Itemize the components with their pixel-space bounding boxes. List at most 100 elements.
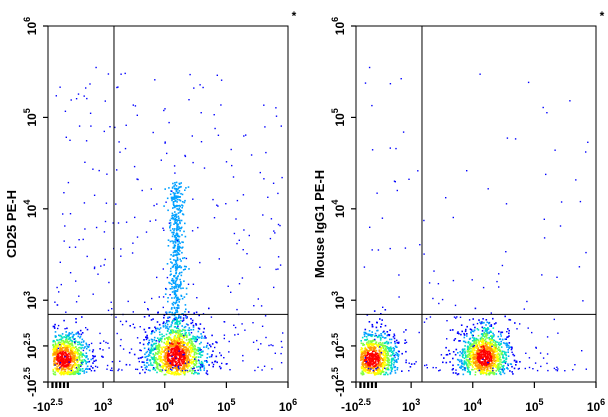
event-dot (177, 266, 180, 268)
event-dot (486, 368, 489, 371)
event-dot (179, 333, 181, 335)
event-dot (178, 217, 180, 219)
event-dot (360, 358, 363, 360)
event-dot (176, 290, 179, 292)
event-dot (380, 323, 383, 325)
event-dot (455, 372, 457, 374)
event-dot (166, 320, 168, 322)
event-dot (182, 241, 184, 244)
event-dot (181, 354, 184, 356)
event-dot (500, 346, 503, 348)
event-dot (70, 333, 72, 335)
event-dot (188, 338, 190, 341)
event-dot (158, 348, 160, 350)
event-dot (174, 183, 176, 186)
event-dot (373, 346, 376, 348)
event-dot (177, 304, 179, 307)
event-dot (466, 325, 468, 328)
event-dot (380, 344, 383, 346)
event-dot (375, 369, 378, 371)
event-dot (174, 366, 177, 369)
event-dot (360, 342, 363, 345)
event-dot (167, 316, 170, 319)
event-dot (172, 201, 175, 204)
event-dot (368, 343, 371, 346)
event-dot (178, 342, 181, 344)
event-dot (197, 330, 200, 333)
event-dot (175, 189, 178, 192)
event-dot (187, 353, 190, 356)
event-dot (163, 373, 166, 376)
event-dot (85, 362, 87, 365)
event-dot (463, 352, 466, 354)
event-dot (380, 363, 383, 366)
event-dot (159, 370, 162, 372)
event-dot (54, 362, 56, 364)
event-dot (64, 360, 67, 362)
event-dot (70, 99, 72, 101)
event-dot (361, 356, 363, 358)
event-dot (217, 205, 219, 207)
event-dot (58, 349, 60, 352)
event-dot (206, 373, 209, 376)
event-dot (68, 343, 71, 345)
event-dot (479, 371, 482, 374)
event-dot (203, 337, 205, 339)
event-dot (429, 316, 432, 318)
event-dot (177, 228, 179, 231)
event-dot (70, 348, 73, 350)
event-dot (157, 345, 159, 347)
event-dot (192, 368, 194, 370)
event-dot (177, 348, 180, 350)
event-dot (77, 360, 79, 362)
event-dot (181, 351, 183, 353)
event-dot (493, 339, 496, 342)
event-dot (183, 280, 185, 282)
event-dot (280, 125, 282, 127)
event-dot (76, 360, 78, 362)
event-dot (391, 363, 393, 365)
event-dot (176, 225, 179, 227)
event-dot (371, 325, 374, 328)
event-dot (364, 356, 367, 358)
event-dot (472, 368, 474, 371)
event-dot (117, 369, 119, 372)
event-dot (179, 317, 182, 319)
event-dot (95, 359, 97, 362)
event-dot (80, 352, 83, 354)
event-dot (560, 201, 563, 203)
event-dot (179, 353, 181, 356)
event-dot (397, 342, 400, 344)
event-dot (78, 373, 80, 375)
event-dot (160, 346, 162, 349)
event-dot (69, 139, 71, 141)
event-dot (494, 341, 496, 344)
event-dot (382, 336, 384, 338)
event-dot (181, 201, 184, 203)
event-dot (475, 368, 478, 370)
event-dot (174, 274, 176, 277)
event-dot (168, 364, 170, 366)
event-dot (469, 345, 472, 348)
event-dot (199, 261, 201, 264)
event-dot (173, 206, 176, 208)
event-dot (164, 141, 166, 143)
event-dot (212, 363, 215, 366)
event-dot (130, 348, 133, 350)
event-dot (185, 355, 187, 358)
event-dot (415, 361, 417, 363)
event-dot (478, 369, 481, 372)
event-dot (377, 365, 380, 367)
event-dot (494, 340, 497, 343)
event-dot (385, 350, 387, 352)
event-dot (147, 347, 150, 350)
event-dot (191, 135, 193, 137)
event-dot (472, 352, 475, 354)
event-dot (546, 362, 548, 365)
event-dot (485, 373, 488, 376)
event-dot (463, 363, 465, 366)
event-dot (486, 350, 489, 353)
event-dot (480, 346, 483, 348)
event-dot (498, 273, 500, 275)
event-dot (437, 283, 440, 285)
